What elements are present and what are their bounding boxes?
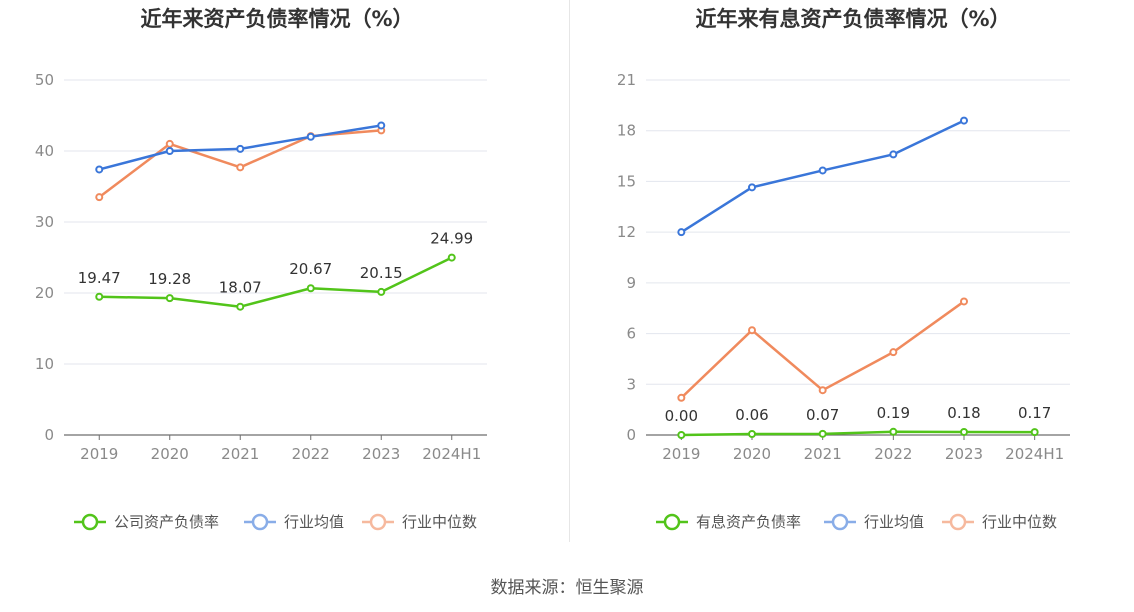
chart-2-series-2-point — [889, 150, 898, 159]
chart-2-series-3-line — [680, 300, 965, 399]
chart-1-legend-swatch-marker — [369, 513, 387, 531]
chart-1-legend-swatch-marker — [251, 513, 269, 531]
chart-2-data-label: 0.06 — [735, 406, 768, 424]
chart-2-series-3-point — [677, 393, 686, 402]
chart-2-x-tick-label: 2020 — [733, 445, 771, 463]
chart-1-series-1-line — [99, 256, 453, 308]
chart-2-x-tick-label: 2024H1 — [1005, 445, 1064, 463]
chart-2-y-tick-label: 21 — [617, 71, 636, 89]
chart-1-series-2-point — [165, 147, 174, 155]
chart-2-legend-swatch-marker — [831, 513, 849, 531]
chart-2-legend-label: 行业中位数 — [982, 513, 1057, 531]
chart-1-series-3-point — [165, 139, 174, 148]
chart-2-series-3-point — [960, 297, 968, 306]
chart-2-y-tick-label: 15 — [617, 172, 636, 190]
chart-2-series-2-point — [748, 183, 756, 192]
chart-1-y-tick-label: 0 — [44, 426, 54, 444]
chart-2-y-tick-label: 12 — [617, 223, 636, 241]
chart-2-series-1-point — [889, 427, 898, 436]
chart-2-data-label: 0.19 — [877, 404, 910, 422]
chart-1-series-3-point — [236, 163, 245, 172]
chart-1-y-tick-label: 40 — [35, 142, 54, 160]
chart-2-y-tick-label: 0 — [626, 426, 636, 444]
chart-2-y-tick-label: 18 — [617, 122, 636, 140]
chart-2-series-1-point — [960, 427, 968, 436]
chart-1-series-2-point — [306, 132, 315, 141]
chart-1-series-3-point — [95, 193, 104, 202]
chart-2-series-2-point — [960, 116, 968, 125]
chart-2-x-tick-label: 2021 — [804, 445, 842, 463]
chart-1-series-2-point — [236, 144, 245, 153]
chart-2-legend-label: 有息资产负债率 — [696, 513, 801, 531]
chart-2-data-label: 0.17 — [1018, 404, 1051, 422]
chart-2-title: 近年来有息资产负债率情况（%） — [695, 7, 1010, 31]
panel-divider — [569, 0, 570, 542]
chart-2-y-tick-label: 3 — [626, 375, 636, 393]
chart-2-y-tick-label: 6 — [626, 325, 636, 343]
chart-1-legend-swatch-marker — [81, 513, 99, 531]
chart-1-x-tick-label: 2023 — [362, 445, 400, 463]
chart-1-y-tick-label: 20 — [35, 284, 54, 302]
chart-1-series-2-point — [377, 121, 386, 130]
chart-1-series-1-point — [377, 287, 386, 296]
chart-1-series-1-point — [236, 302, 245, 311]
chart-2-series-3-point — [748, 326, 756, 335]
chart-2-series-3-point — [889, 348, 898, 357]
chart-1-series-1-point — [447, 253, 456, 262]
chart-2-series-1-line — [681, 430, 1035, 437]
chart-2-series-3-point — [818, 386, 827, 395]
chart-1-legend-label: 行业均值 — [284, 513, 344, 531]
chart-1-series-2-point — [95, 165, 104, 174]
chart-1-x-tick-label: 2019 — [80, 445, 118, 463]
chart-2-series-1-point — [1030, 428, 1039, 437]
chart-1-y-tick-label: 50 — [35, 71, 54, 89]
chart-2-x-tick-label: 2019 — [662, 445, 700, 463]
chart-1-data-label: 20.15 — [360, 264, 403, 282]
chart-2-data-label: 0.07 — [806, 406, 839, 424]
chart-2-data-label: 0.18 — [947, 404, 980, 422]
chart-1-data-label: 24.99 — [430, 230, 473, 248]
chart-2-x-tick-label: 2022 — [874, 445, 912, 463]
chart-1-series-1-point — [95, 292, 104, 301]
chart-2-data-label: 0.00 — [665, 407, 698, 425]
chart-2-legend-swatch-marker — [663, 513, 681, 531]
chart-2-legend-swatch-marker — [949, 513, 967, 531]
chart-2-series-1-point — [748, 429, 756, 438]
chart-1-x-tick-label: 2024H1 — [422, 445, 481, 463]
chart-2-series-2-line — [680, 119, 965, 234]
chart-2-y-tick-label: 9 — [626, 274, 636, 292]
chart-1-data-label: 19.47 — [78, 269, 121, 287]
chart-1-legend-label: 行业中位数 — [402, 513, 477, 531]
chart-2-x-tick-label: 2023 — [945, 445, 983, 463]
chart-1-x-tick-label: 2020 — [151, 445, 189, 463]
data-source-note: 数据来源：恒生聚源 — [490, 578, 644, 598]
chart-1-y-tick-label: 30 — [35, 213, 54, 231]
chart-2-series-2-point — [677, 228, 686, 237]
chart-1-data-label: 20.67 — [289, 260, 332, 278]
chart-1-y-tick-label: 10 — [35, 355, 54, 373]
chart-1-data-label: 19.28 — [148, 270, 191, 288]
chart-1-data-label: 18.07 — [219, 279, 262, 297]
chart-1-series-1-point — [165, 294, 174, 303]
chart-2-series-1-point — [677, 431, 686, 439]
chart-1-x-tick-label: 2022 — [292, 445, 330, 463]
chart-1-title: 近年来资产负债率情况（%） — [140, 7, 413, 31]
chart-2-series-2-point — [818, 166, 827, 175]
chart-2-legend-label: 行业均值 — [864, 513, 924, 531]
chart-1-series-1-point — [306, 284, 315, 293]
chart-1-x-tick-label: 2021 — [221, 445, 259, 463]
chart-2-series-1-point — [818, 429, 827, 438]
chart-1-legend-label: 公司资产负债率 — [114, 513, 219, 531]
